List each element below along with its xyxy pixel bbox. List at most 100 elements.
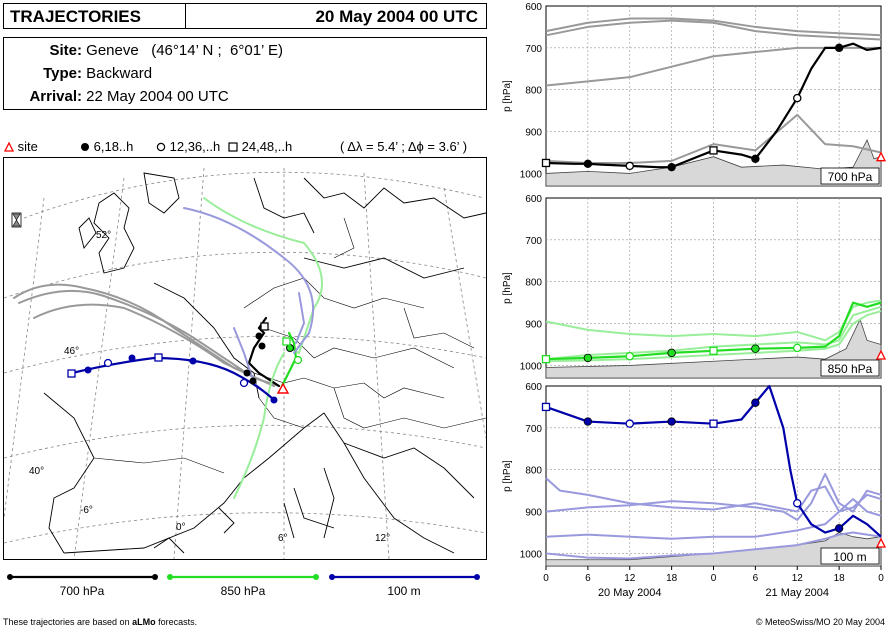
ts-marker-2-0 — [541, 402, 551, 412]
footer-credit: These trajectories are based on aLMo for… — [3, 617, 197, 627]
marker-700-6h-1 — [255, 332, 263, 340]
traj-100-blue-light2 — [233, 327, 275, 401]
legend-24h-label: 24,48,..h — [241, 139, 293, 154]
ts-marker-0-4 — [709, 146, 718, 155]
ts-marker-1-7 — [875, 349, 887, 360]
panel-label-box-2 — [820, 547, 880, 565]
marker-100-6h-1 — [84, 366, 92, 374]
arrival-row: Arrival: 22 May 2004 00 UTC — [4, 88, 229, 105]
marker-100-6h-4 — [270, 396, 278, 404]
legend-700hpa: 700 hPa — [7, 574, 158, 598]
legend-site: site — [3, 139, 38, 154]
xtick-3: 18 — [666, 573, 678, 584]
ytick-0-2: 800 — [525, 86, 542, 97]
xtick-1: 6 — [585, 573, 591, 584]
series-1-light1 — [545, 299, 882, 342]
legend-850hpa: 850 hPa — [167, 574, 319, 598]
marker-100-12h-1 — [103, 358, 113, 368]
ytick-0-3: 900 — [525, 128, 542, 139]
map-canvas: 52° 46° 40° -6° 0° 6° 12° — [4, 167, 486, 559]
marker-100-24h-2 — [154, 353, 163, 362]
traj-700-grey1 — [13, 283, 275, 387]
xlabel-day-2: 21 May 2004 — [765, 587, 829, 599]
lat-label-52: 52° — [96, 230, 111, 241]
traj-700-black — [247, 316, 281, 388]
lat-label-46: 46° — [64, 346, 79, 357]
ts-marker-0-8 — [875, 151, 887, 162]
ts-marker-2-3 — [667, 417, 676, 426]
ytick-1-1: 700 — [525, 236, 542, 247]
ytick-1-3: 900 — [525, 320, 542, 331]
grid-resolution: ( Δλ = 5.4’ ; Δϕ = 3.6’ ) — [340, 139, 468, 154]
ts-marker-0-5 — [751, 154, 760, 163]
ts-marker-1-6 — [792, 343, 802, 353]
ts-marker-1-4 — [709, 346, 718, 355]
forecast-date: 20 May 2004 00 UTC — [315, 7, 478, 26]
lat-label-40: 40° — [29, 466, 44, 477]
footer-suffix: forecasts. — [155, 617, 198, 627]
trajectory-map: 52° 46° 40° -6° 0° 6° 12° — [3, 157, 487, 560]
ytick-0-4: 1000 — [520, 169, 543, 180]
ts-marker-0-7 — [834, 43, 844, 53]
site-label: Site: — [49, 42, 82, 59]
ytick-1-4: 1000 — [520, 361, 543, 372]
ytick-2-2: 800 — [525, 466, 542, 477]
page-title: TRAJECTORIES — [10, 7, 141, 26]
legend-12h-label: 12,36,..h — [169, 139, 221, 154]
traj-100-blue-light3 — [295, 292, 306, 344]
ts-marker-2-4 — [709, 419, 718, 428]
marker-700-6h-4 — [249, 377, 257, 385]
ts-marker-0-1 — [583, 159, 593, 169]
xtick-0: 0 — [543, 573, 549, 584]
ytick-1-0: 600 — [525, 194, 542, 205]
series-1-main — [545, 301, 882, 361]
marker-850-24h — [282, 337, 291, 346]
trajectory-markers — [67, 322, 303, 404]
series-2-light2 — [545, 472, 882, 521]
site-value: Geneve (46°14’ N ; 6°01’ E) — [86, 42, 283, 59]
arrival-value: 22 May 2004 00 UTC — [86, 88, 229, 105]
site-marker — [276, 382, 290, 394]
ts-marker-1-5 — [751, 344, 760, 353]
legend-700hpa-label: 700 hPa — [60, 584, 105, 598]
legend-6h: 6,18..h — [80, 139, 133, 154]
ts-marker-1-0 — [541, 355, 551, 364]
series-0-grey4 — [545, 113, 882, 164]
ytick-2-3: 900 — [525, 508, 542, 519]
ts-marker-2-7 — [834, 524, 844, 533]
traj-850-green1 — [203, 197, 323, 355]
legend-24h: 24,48,..h — [228, 139, 292, 154]
marker-100-12h-2 — [239, 378, 249, 388]
site-triangle-icon — [3, 141, 15, 152]
ylabel-1: p [hPa] — [502, 272, 513, 304]
xtick-2: 12 — [624, 573, 636, 584]
xtick-7: 18 — [834, 573, 846, 584]
ts-marker-2-8 — [875, 537, 887, 548]
trajectories — [13, 197, 323, 499]
ytick-2-1: 700 — [525, 424, 542, 435]
type-row: Type: Backward — [4, 65, 152, 82]
xtick-4: 0 — [711, 573, 717, 584]
marker-100-6h-3 — [189, 357, 197, 365]
footer-copyright: © MeteoSwiss/MO 20 May 2004 — [755, 617, 885, 627]
ts-marker-0-0 — [541, 158, 551, 168]
header-divider — [185, 4, 186, 28]
filled-dot-icon — [81, 143, 89, 151]
lon-label-12: 12° — [375, 533, 390, 544]
legend-100m: 100 m — [329, 574, 480, 598]
site-row: Site: Geneve (46°14’ N ; 6°01’ E) — [4, 42, 476, 59]
lon-label-0: 0° — [176, 522, 186, 533]
series-0-grey3 — [545, 19, 882, 41]
open-circle-icon — [156, 142, 166, 152]
header-box: TRAJECTORIES 20 May 2004 00 UTC — [3, 3, 487, 29]
series-2-light3 — [545, 498, 882, 540]
ts-marker-0-6 — [792, 93, 802, 103]
marker-100-24h-1 — [67, 369, 76, 378]
ytick-0-0: 600 — [525, 2, 542, 13]
traj-700-grey3 — [33, 303, 275, 387]
open-square-icon — [228, 142, 238, 152]
panel-label-2: 100 m — [833, 550, 866, 564]
marker-850-12h — [293, 355, 303, 365]
arrival-label: Arrival: — [29, 88, 82, 105]
ts-marker-0-3 — [667, 162, 676, 172]
